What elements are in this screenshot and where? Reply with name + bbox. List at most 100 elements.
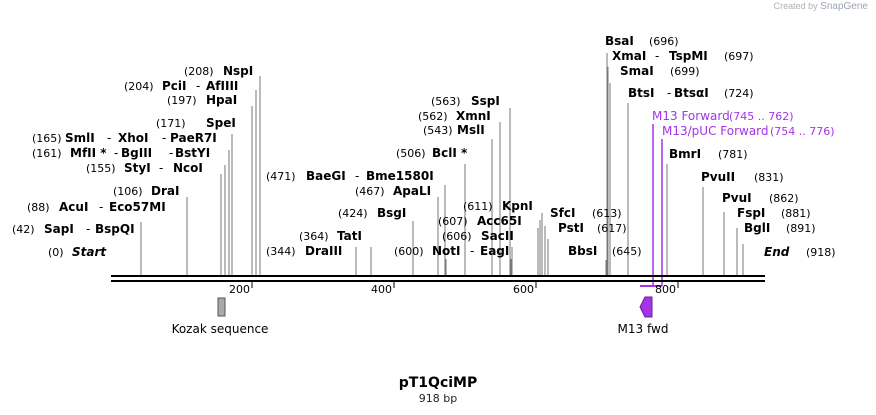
enzyme-position: (471) <box>266 170 296 183</box>
enzyme-name: BsgI <box>377 206 406 220</box>
enzyme-name: TspMI <box>669 49 708 63</box>
label-separator: - <box>159 161 163 175</box>
m13-fwd-arrow <box>639 296 653 318</box>
enzyme-name: SpeI <box>206 116 236 130</box>
enzyme-name: DraIII <box>305 244 342 258</box>
label-separator: - <box>162 131 166 145</box>
enzyme-position: (543) <box>423 124 453 137</box>
enzyme-name: AcuI <box>59 200 88 214</box>
enzyme-position: (697) <box>724 50 754 63</box>
enzyme-position: (197) <box>167 94 197 107</box>
primer-name: M13/pUC Forward <box>662 124 769 138</box>
enzyme-position: (204) <box>124 80 154 93</box>
enzyme-name: StyI <box>124 161 151 175</box>
enzyme-name: BtsαI <box>674 86 709 100</box>
enzyme-name: XmnI <box>456 109 491 123</box>
enzyme-name: NotI <box>432 244 461 258</box>
primer-position: (745 .. 762) <box>729 110 794 123</box>
enzyme-position: (155) <box>86 162 116 175</box>
enzyme-position: (613) <box>592 207 622 220</box>
enzyme-name: TatI <box>337 229 362 243</box>
enzyme-name: NspI <box>223 64 253 78</box>
label-separator: - <box>107 131 111 145</box>
enzyme-name: DraI <box>151 184 179 198</box>
sequence-end-label: End <box>764 245 790 259</box>
enzyme-position: (645) <box>612 245 642 258</box>
feature-annotations: Kozak sequence M13 fwd <box>172 296 669 336</box>
enzyme-position: (781) <box>718 148 748 161</box>
feature-label-m13-fwd: M13 fwd <box>618 322 669 336</box>
enzyme-position: (0) <box>48 246 64 259</box>
enzyme-position: (344) <box>266 245 296 258</box>
enzyme-name: BspQI <box>95 222 135 236</box>
enzyme-name: BgIII <box>121 146 152 160</box>
label-separator: - <box>196 79 200 93</box>
enzyme-name: SspI <box>471 94 500 108</box>
axis-tick-label: 200 <box>229 283 250 296</box>
cut-site-lines <box>140 53 744 275</box>
enzyme-position: (208) <box>184 65 214 78</box>
label-separator: - <box>114 146 118 160</box>
enzyme-position: (699) <box>670 65 700 78</box>
label-separator: - <box>470 244 474 258</box>
enzyme-name: Eco57MI <box>109 200 166 214</box>
enzyme-name: BclI * <box>432 146 468 160</box>
enzyme-name: SfcI <box>550 206 575 220</box>
label-separator: - <box>667 86 671 100</box>
enzyme-position: (724) <box>724 87 754 100</box>
label-separator: - <box>655 49 659 63</box>
dna-backbone <box>111 275 765 282</box>
primer-lines <box>640 124 663 287</box>
enzyme-name: Bme1580I <box>366 169 434 183</box>
snapgene-logo: SnapGene <box>820 1 868 12</box>
label-separator: - <box>169 146 173 160</box>
enzyme-name: HpaI <box>206 93 237 107</box>
enzyme-position: (42) <box>12 223 35 236</box>
label-separator: - <box>99 200 103 214</box>
enzyme-name: NcoI <box>173 161 203 175</box>
enzyme-name: XhoI <box>118 131 149 145</box>
enzyme-name: BbsI <box>568 244 597 258</box>
enzyme-name: FspI <box>737 206 765 220</box>
snapgene-credit: Created by SnapGene <box>774 1 868 12</box>
enzyme-labels: (0) Start(42) SapI - BspQI(88) AcuI - Eco57MI(1… <box>12 34 836 259</box>
enzyme-name: BaeGI <box>306 169 346 183</box>
enzyme-position: (563) <box>431 95 461 108</box>
enzyme-position: (918) <box>806 246 836 259</box>
enzyme-position: (600) <box>394 245 424 258</box>
enzyme-position: (364) <box>299 230 329 243</box>
enzyme-name: SmlI <box>65 131 95 145</box>
enzyme-name: BstYI <box>175 146 210 160</box>
enzyme-position: (617) <box>597 222 627 235</box>
enzyme-name: PvuII <box>701 170 735 184</box>
sequence-end-label: Start <box>72 245 107 259</box>
enzyme-name: AfIIII <box>206 79 238 93</box>
enzyme-position: (165) <box>32 132 62 145</box>
enzyme-position: (88) <box>27 201 50 214</box>
enzyme-name: BmrI <box>669 147 701 161</box>
kozak-sequence-feature <box>217 297 226 317</box>
primer-position: (754 .. 776) <box>770 125 835 138</box>
enzyme-position: (696) <box>649 35 679 48</box>
enzyme-name: EagI <box>480 244 509 258</box>
enzyme-position: (607) <box>438 215 468 228</box>
enzyme-position: (106) <box>113 185 143 198</box>
enzyme-position: (424) <box>338 207 368 220</box>
plasmid-title: pT1QciMP <box>398 375 478 391</box>
enzyme-position: (862) <box>769 192 799 205</box>
plasmid-length: 918 bp <box>418 392 458 405</box>
enzyme-name: SmaI <box>620 64 654 78</box>
axis-tick-label: 600 <box>513 283 534 296</box>
enzyme-name: PaeR7I <box>170 131 217 145</box>
axis-ticks: 200 400 600 800 <box>229 282 679 296</box>
enzyme-position: (891) <box>786 222 816 235</box>
enzyme-position: (467) <box>355 185 385 198</box>
enzyme-name: MfII * <box>70 146 107 160</box>
enzyme-position: (831) <box>754 171 784 184</box>
enzyme-name: BglI <box>744 221 770 235</box>
label-separator: - <box>355 169 359 183</box>
enzyme-name: PvuI <box>722 191 752 205</box>
enzyme-position: (171) <box>156 117 186 130</box>
enzyme-position: (161) <box>32 147 62 160</box>
enzyme-name: BtsI <box>628 86 655 100</box>
